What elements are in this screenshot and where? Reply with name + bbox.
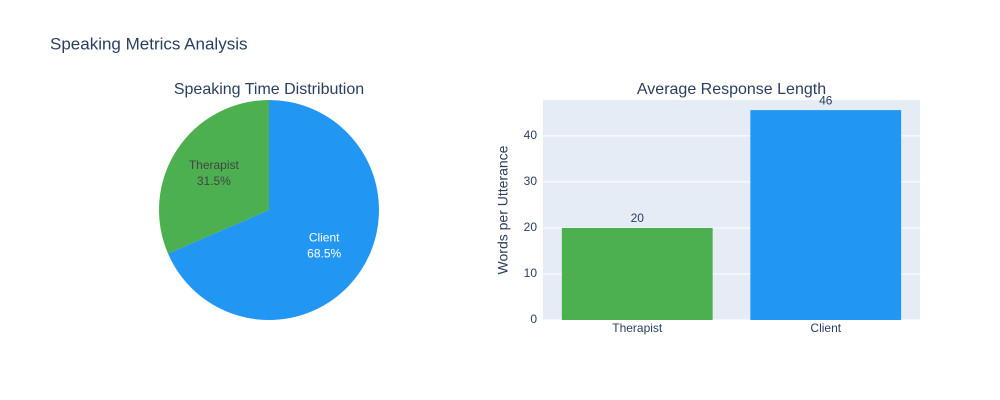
y-tick-label: 20	[524, 220, 538, 234]
y-tick-label: 30	[524, 174, 538, 188]
y-tick-label: 40	[524, 128, 538, 142]
bar-value-label: 20	[631, 211, 645, 225]
y-axis-title: Words per Utterance	[495, 145, 511, 274]
y-tick-label: 0	[530, 312, 537, 326]
slice-label: Therapist	[189, 158, 240, 172]
slice-label: Client	[309, 230, 340, 244]
pie-slice	[159, 100, 269, 254]
bar-title: Average Response Length	[637, 81, 826, 98]
slice-value: 68.5%	[307, 246, 341, 260]
pie-slice	[168, 100, 380, 321]
bar	[750, 110, 902, 321]
bar-value-label: 46	[819, 93, 833, 107]
slice-value: 31.5%	[197, 174, 231, 188]
y-tick-label: 10	[524, 266, 538, 280]
bar	[561, 227, 713, 320]
x-tick-label: Client	[810, 321, 841, 335]
figure-title: Speaking Metrics Analysis	[50, 34, 247, 53]
pie-title: Speaking Time Distribution	[174, 81, 364, 98]
x-tick-label: Therapist	[612, 321, 663, 335]
